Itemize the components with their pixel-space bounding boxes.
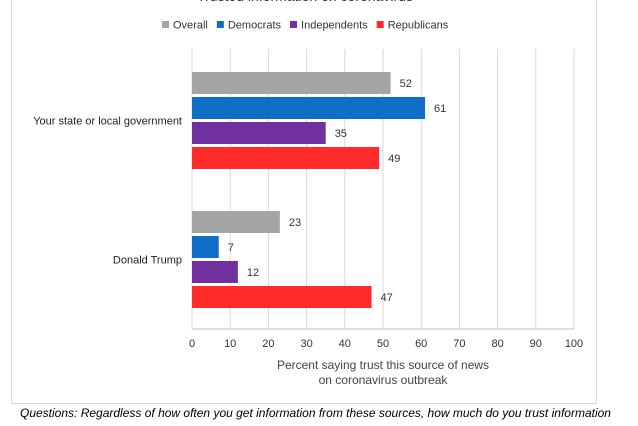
- data-label-0-2: 35: [335, 128, 347, 140]
- x-tick-label-0: 0: [189, 338, 195, 350]
- x-tick-label-4: 40: [339, 338, 351, 350]
- bar-chart: Trusted information on coronavirus Overal…: [33, 0, 583, 387]
- data-label-1-2: 12: [247, 267, 259, 279]
- legend-label-0: Overall: [173, 20, 208, 32]
- legend-label-3: Republicans: [388, 20, 449, 32]
- x-tick-label-3: 30: [300, 338, 312, 350]
- chart-frame: Trusted information on coronavirus Overal…: [11, 0, 597, 404]
- x-tick-label-9: 90: [530, 338, 542, 350]
- category-label-1: Donald Trump: [113, 255, 182, 267]
- x-axis-title-line-0: Percent saying trust this source of news: [277, 358, 489, 372]
- footnote: Questions: Regardless of how often you g…: [20, 406, 611, 420]
- bar-1-1: [192, 236, 219, 258]
- bar-1-2: [192, 261, 238, 283]
- legend-swatch-0: [162, 21, 169, 28]
- x-axis-title-line-1: on coronavirus outbreak: [319, 373, 449, 387]
- data-label-1-3: 47: [381, 292, 393, 304]
- x-tick-label-1: 10: [224, 338, 236, 350]
- data-label-0-3: 49: [388, 153, 400, 165]
- chart-title: Trusted information on coronavirus: [197, 0, 413, 4]
- data-label-1-0: 23: [289, 217, 301, 229]
- x-tick-label-7: 70: [453, 338, 465, 350]
- legend-swatch-2: [290, 21, 298, 28]
- legend-swatch-1: [216, 21, 224, 28]
- bar-1-0: [192, 211, 280, 233]
- data-label-0-0: 52: [400, 78, 412, 90]
- data-label-0-1: 61: [434, 103, 446, 115]
- x-tick-label-8: 80: [491, 338, 503, 350]
- legend-label-1: Democrats: [228, 20, 282, 32]
- x-tick-label-2: 20: [262, 338, 274, 350]
- legend-swatch-3: [376, 21, 384, 28]
- x-tick-label-10: 100: [565, 338, 583, 350]
- category-label-0: Your state or local government: [33, 116, 182, 128]
- bar-0-1: [192, 97, 426, 119]
- data-label-1-1: 7: [228, 242, 234, 254]
- x-tick-label-5: 50: [377, 338, 389, 350]
- bar-0-2: [192, 122, 326, 144]
- legend-label-2: Independents: [301, 20, 368, 32]
- bar-0-3: [192, 147, 380, 169]
- x-tick-label-6: 60: [415, 338, 427, 350]
- bar-1-3: [192, 286, 372, 308]
- bar-0-0: [192, 72, 391, 94]
